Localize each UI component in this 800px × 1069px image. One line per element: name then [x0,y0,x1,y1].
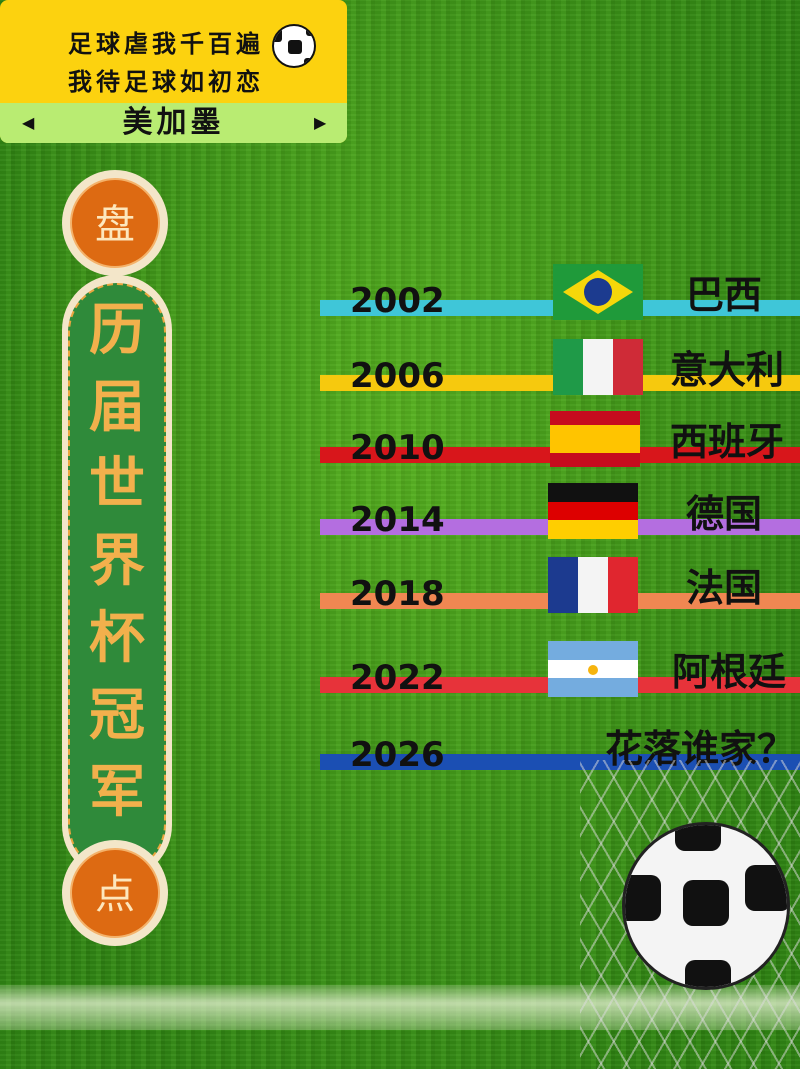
soccer-ball-icon [622,822,790,990]
champion-country: 西班牙 [670,420,785,464]
champion-country: 德国 [686,492,763,536]
arrow-left-icon: ◀ [22,113,35,132]
bottom-badge-text: 点 [70,848,160,938]
host-countries: 美加墨 [0,103,347,143]
title-char: 届 [89,375,145,440]
champion-country: 巴西 [686,273,763,317]
year-label: 2010 [350,428,445,468]
top-badge: 盘 [62,170,168,276]
title-char: 杯 [89,606,145,671]
year-label: 2006 [350,356,445,396]
title-char: 界 [89,529,145,594]
france-flag-icon [548,557,638,613]
bottom-badge: 点 [62,840,168,946]
slogan-line-2: 我待足球如初恋 [68,68,264,96]
slogan-line-1: 足球虐我千百遍 [68,30,264,58]
title-pillar-inner [68,283,166,873]
year-label: 2022 [350,658,445,698]
title-char: 军 [89,760,145,825]
title-char: 冠 [89,683,145,748]
year-label: 2018 [350,574,445,614]
title-char: 世 [89,452,145,517]
soccer-ball-icon [272,24,316,68]
year-label: 2002 [350,281,445,321]
arrow-right-icon: ▶ [314,113,327,132]
champion-country: 阿根廷 [672,650,787,694]
champion-country: 法国 [686,566,763,610]
argentina-flag-icon [548,641,638,697]
champion-country: 意大利 [670,348,785,392]
italy-flag-icon [553,339,643,395]
top-banner: 足球虐我千百遍 我待足球如初恋 美加墨 ◀ ▶ [0,0,347,143]
title-char: 历 [89,298,145,363]
year-label: 2014 [350,500,445,540]
year-label: 2026 [350,735,445,775]
spain-flag-icon [550,411,640,467]
top-badge-text: 盘 [70,178,160,268]
brazil-flag-icon [553,264,643,320]
germany-flag-icon [548,483,638,539]
